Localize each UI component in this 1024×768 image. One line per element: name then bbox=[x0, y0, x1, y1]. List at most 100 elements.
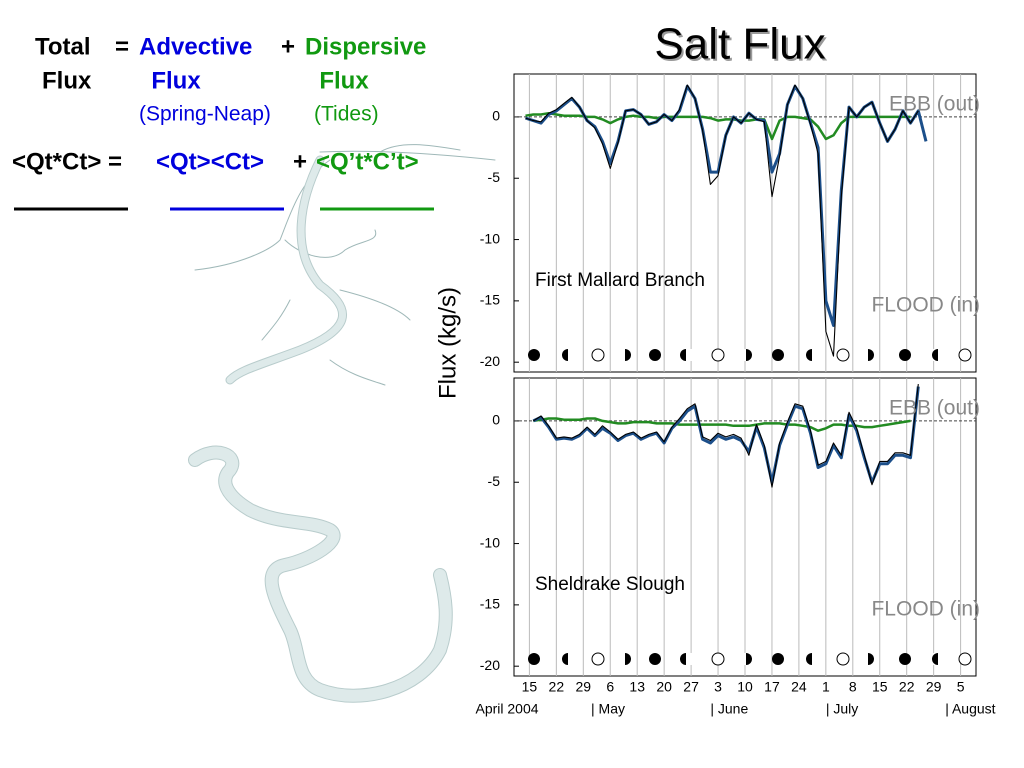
y-tick-label: -5 bbox=[488, 169, 501, 185]
eq-advective: Advective bbox=[139, 33, 252, 60]
moon-phase bbox=[836, 348, 850, 362]
y-tick-label: -15 bbox=[480, 596, 500, 612]
moon-phase bbox=[932, 349, 944, 361]
month-label: | July bbox=[826, 701, 858, 717]
series-line bbox=[525, 84, 919, 357]
moon bbox=[711, 652, 725, 666]
moon-phase bbox=[958, 348, 972, 362]
moon bbox=[746, 653, 752, 665]
annotation: EBB (out) bbox=[889, 397, 980, 420]
moon bbox=[562, 349, 568, 361]
y-tick-label: -20 bbox=[480, 353, 500, 369]
moon bbox=[932, 349, 938, 361]
moon-phase bbox=[862, 653, 874, 665]
moon bbox=[932, 653, 938, 665]
moon bbox=[528, 653, 540, 665]
moon bbox=[528, 349, 540, 361]
moon-phase bbox=[528, 653, 540, 665]
moon bbox=[868, 653, 874, 665]
moon bbox=[591, 348, 605, 362]
moon bbox=[958, 348, 972, 362]
panel-title: First Mallard Branch bbox=[535, 270, 705, 291]
x-tick-label: 27 bbox=[683, 679, 699, 695]
moon-phase bbox=[958, 652, 972, 666]
x-tick-label: 20 bbox=[656, 679, 672, 695]
moon-phase bbox=[899, 653, 911, 665]
x-tick-label: 6 bbox=[606, 679, 614, 695]
moon-phase bbox=[772, 349, 784, 361]
moon bbox=[625, 349, 631, 361]
moon bbox=[772, 349, 784, 361]
y-tick-label: -5 bbox=[488, 473, 501, 489]
x-tick-label: 22 bbox=[549, 679, 565, 695]
moon-phase bbox=[619, 653, 631, 665]
moon-phase bbox=[806, 349, 818, 361]
moon-phase bbox=[649, 349, 661, 361]
moon-phase bbox=[862, 349, 874, 361]
moon-phase bbox=[591, 348, 605, 362]
moon-phase bbox=[772, 653, 784, 665]
annotation: FLOOD (in) bbox=[871, 294, 980, 317]
annotation: FLOOD (in) bbox=[871, 598, 980, 621]
moon bbox=[746, 349, 752, 361]
title-shadow: Salt Flux bbox=[656, 22, 827, 71]
moon-phase bbox=[899, 349, 911, 361]
moon-phase bbox=[711, 652, 725, 666]
moon-phase bbox=[932, 653, 944, 665]
month-label: | May bbox=[591, 701, 625, 717]
moon-phase bbox=[806, 653, 818, 665]
eq-advective: Flux bbox=[151, 67, 201, 94]
x-tick-label: 8 bbox=[849, 679, 857, 695]
moon-phase bbox=[562, 653, 574, 665]
y-tick-label: 0 bbox=[492, 412, 500, 428]
moon-phase bbox=[740, 349, 752, 361]
eq-equals: = bbox=[115, 33, 129, 60]
y-tick-label: -10 bbox=[480, 534, 500, 550]
x-tick-label: 22 bbox=[899, 679, 915, 695]
eq-dispersive: Flux bbox=[319, 67, 369, 94]
x-tick-label: 15 bbox=[522, 679, 538, 695]
annotation: EBB (out) bbox=[889, 93, 980, 116]
charts: 0 -5 -10 -15 -20 First Mallard Branch EBB (out… bbox=[434, 73, 996, 717]
eq-note: (Spring-Neap) bbox=[139, 103, 271, 126]
moon bbox=[899, 349, 911, 361]
moon bbox=[649, 653, 661, 665]
eq-average: <Qt*Ct> = bbox=[12, 148, 122, 175]
series-line bbox=[532, 386, 920, 484]
series-line bbox=[533, 384, 919, 488]
moon-phase bbox=[680, 653, 692, 665]
x-tick-label: 29 bbox=[926, 679, 942, 695]
moon bbox=[680, 349, 686, 361]
moon bbox=[625, 653, 631, 665]
x-tick-label: 5 bbox=[957, 679, 965, 695]
x-tick-label: 1 bbox=[822, 679, 830, 695]
x-tick-label: 29 bbox=[576, 679, 592, 695]
moon-phase bbox=[680, 349, 692, 361]
moon bbox=[772, 653, 784, 665]
x-tick-label: 13 bbox=[629, 679, 645, 695]
moon bbox=[680, 653, 686, 665]
moon bbox=[836, 348, 850, 362]
moon bbox=[711, 348, 725, 362]
month-label: | August bbox=[945, 701, 995, 717]
moon bbox=[836, 652, 850, 666]
moon bbox=[562, 653, 568, 665]
moon bbox=[649, 349, 661, 361]
y-axis-label: Flux (kg/s) bbox=[434, 287, 461, 399]
eq-note: (Tides) bbox=[314, 103, 379, 126]
moon-phase bbox=[528, 349, 540, 361]
moon bbox=[868, 349, 874, 361]
x-tick-label: 24 bbox=[791, 679, 807, 695]
eq-dispersive: Dispersive bbox=[305, 33, 426, 60]
panel-title: Sheldrake Slough bbox=[535, 574, 685, 595]
moon-phase bbox=[591, 652, 605, 666]
x-tick-label: 17 bbox=[764, 679, 780, 695]
slide-title: Salt Flux bbox=[654, 20, 825, 69]
x-tick-label: 10 bbox=[737, 679, 753, 695]
moon bbox=[899, 653, 911, 665]
y-tick-label: 0 bbox=[492, 108, 500, 124]
moon-phase bbox=[649, 653, 661, 665]
moon-phase bbox=[740, 653, 752, 665]
moon bbox=[806, 349, 812, 361]
eq-average: <Qt><Ct> bbox=[156, 148, 264, 175]
